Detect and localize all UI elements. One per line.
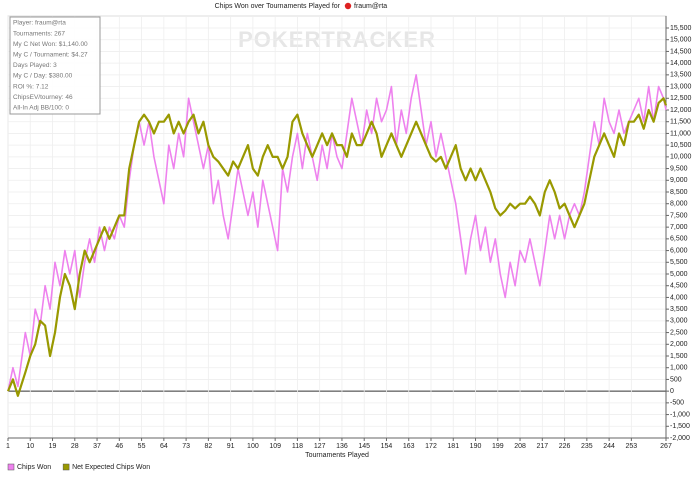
x-tick-label: 235 bbox=[581, 443, 593, 450]
y-tick-label: 2,500 bbox=[670, 329, 688, 336]
y-tick-label: 15,000 bbox=[670, 37, 692, 44]
x-tick-label: 100 bbox=[247, 443, 259, 450]
info-line: ChipsEV/tourney: 46 bbox=[13, 94, 73, 101]
x-tick-label: 127 bbox=[314, 443, 326, 450]
info-line: My C / Day: $380.00 bbox=[13, 73, 73, 80]
x-tick-label: 19 bbox=[49, 443, 57, 450]
x-tick-label: 145 bbox=[358, 443, 370, 450]
y-tick-label: 11,000 bbox=[670, 130, 691, 137]
legend: Chips Won Net Expected Chips Won bbox=[7, 463, 150, 471]
legend-swatch bbox=[62, 463, 70, 471]
y-tick-label: 0 bbox=[670, 388, 674, 395]
info-line: My C / Tournament: $4.27 bbox=[13, 52, 88, 59]
y-tick-label: 8,500 bbox=[670, 189, 688, 196]
y-tick-label: -2,000 bbox=[670, 435, 690, 442]
y-tick-label: 12,500 bbox=[670, 95, 692, 102]
x-tick-label: 28 bbox=[71, 443, 79, 450]
y-tick-label: 11,500 bbox=[670, 119, 691, 126]
y-tick-label: 12,000 bbox=[670, 107, 692, 114]
legend-swatch bbox=[7, 463, 15, 471]
x-tick-label: 253 bbox=[626, 443, 638, 450]
info-line: Player: fraum@rta bbox=[13, 20, 66, 27]
x-tick-label: 163 bbox=[403, 443, 415, 450]
x-tick-label: 208 bbox=[514, 443, 526, 450]
y-tick-label: 4,500 bbox=[670, 283, 688, 290]
x-tick-label: 55 bbox=[138, 443, 146, 450]
x-tick-label: 37 bbox=[93, 443, 101, 450]
info-line: My C Net Won: $1,140.00 bbox=[13, 41, 88, 48]
x-tick-label: 10 bbox=[26, 443, 34, 450]
y-tick-label: 14,000 bbox=[670, 60, 692, 67]
x-tick-label: 217 bbox=[536, 443, 548, 450]
x-tick-label: 82 bbox=[204, 443, 212, 450]
y-tick-label: 5,000 bbox=[670, 271, 688, 278]
y-tick-label: 1,500 bbox=[670, 353, 688, 360]
info-line: Tournaments: 267 bbox=[13, 30, 65, 37]
x-tick-label: 91 bbox=[227, 443, 235, 450]
x-tick-label: 46 bbox=[115, 443, 123, 450]
y-tick-label: 10,000 bbox=[670, 154, 692, 161]
y-tick-label: -500 bbox=[670, 400, 684, 407]
x-tick-label: 109 bbox=[269, 443, 281, 450]
y-tick-label: 9,500 bbox=[670, 165, 688, 172]
legend-label: Net Expected Chips Won bbox=[72, 464, 150, 471]
y-tick-label: 3,000 bbox=[670, 318, 688, 325]
grid: -2,000 -1,500 -1,000 -500 0 500 1,000 1,500 2,00… bbox=[6, 16, 692, 450]
lines bbox=[6, 74, 668, 397]
y-tick-label: 7,500 bbox=[670, 212, 688, 219]
x-tick-label: 172 bbox=[425, 443, 437, 450]
x-tick-label: 118 bbox=[292, 443, 303, 450]
info-line: Days Played: 3 bbox=[13, 62, 57, 69]
y-tick-label: 1,000 bbox=[670, 365, 688, 372]
info-line: All-In Adj BB/100: 0 bbox=[13, 105, 69, 112]
y-tick-label: 14,500 bbox=[670, 48, 692, 55]
series-line bbox=[6, 97, 668, 397]
y-tick-label: 15,500 bbox=[670, 25, 692, 32]
y-tick-label: 2,000 bbox=[670, 341, 688, 348]
y-tick-label: 3,500 bbox=[670, 306, 688, 313]
y-tick-label: 5,500 bbox=[670, 259, 688, 266]
chip-icon bbox=[344, 2, 352, 10]
series-line bbox=[7, 74, 667, 392]
x-tick-label: 181 bbox=[447, 443, 459, 450]
info-lines: Player: fraum@rta Tournaments: 267 My C Ne… bbox=[13, 20, 88, 112]
x-tick-label: 64 bbox=[160, 443, 168, 450]
y-tick-label: 7,000 bbox=[670, 224, 688, 231]
x-tick-label: 73 bbox=[182, 443, 190, 450]
x-tick-label: 190 bbox=[470, 443, 482, 450]
x-tick-label: 226 bbox=[559, 443, 571, 450]
watermark: POKERTRACKER bbox=[238, 27, 436, 52]
y-tick-label: 6,000 bbox=[670, 247, 688, 254]
y-tick-label: -1,000 bbox=[670, 411, 690, 418]
y-tick-label: 13,500 bbox=[670, 72, 692, 79]
x-axis-label: Tournaments Played bbox=[305, 452, 369, 459]
y-tick-label: -1,500 bbox=[670, 423, 690, 430]
y-tick-label: 10,500 bbox=[670, 142, 692, 149]
y-tick-label: 9,000 bbox=[670, 177, 688, 184]
y-tick-label: 8,000 bbox=[670, 201, 688, 208]
chart-title: Chips Won over Tournaments Played for bbox=[215, 3, 341, 10]
y-tick-label: 6,500 bbox=[670, 236, 688, 243]
info-line: ROI %: 7.12 bbox=[13, 83, 49, 90]
legend-label: Chips Won bbox=[17, 464, 51, 471]
info-box bbox=[9, 16, 101, 115]
y-tick-label: 500 bbox=[670, 376, 682, 383]
x-tick-label: 199 bbox=[492, 443, 504, 450]
x-tick-label: 267 bbox=[660, 443, 672, 450]
y-tick-label: 4,000 bbox=[670, 294, 688, 301]
x-tick-label: 154 bbox=[381, 443, 393, 450]
chart-title-player: fraum@rta bbox=[354, 3, 387, 10]
x-tick-label: 136 bbox=[336, 443, 348, 450]
y-tick-label: 13,000 bbox=[670, 83, 692, 90]
x-tick-label: 244 bbox=[603, 443, 615, 450]
x-tick-label: 1 bbox=[6, 443, 10, 450]
